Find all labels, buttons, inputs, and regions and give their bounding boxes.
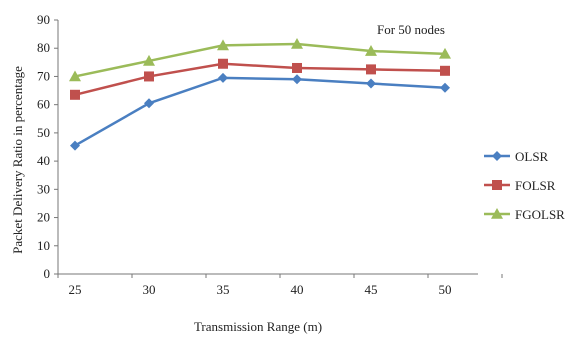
- chart-series: [69, 37, 451, 151]
- data-point-olsr: [440, 82, 450, 93]
- chart-axes: [57, 20, 478, 275]
- series-fgolsr: [69, 37, 451, 82]
- data-point-folsr: [366, 64, 376, 75]
- data-point-fgolsr: [291, 37, 303, 49]
- y-tick-label: 80: [37, 40, 50, 55]
- data-point-folsr: [144, 71, 154, 82]
- x-tick-label: 45: [365, 282, 378, 297]
- y-tick-label: 20: [37, 210, 50, 225]
- x-axis-label: Transmission Range (m): [194, 319, 322, 334]
- y-tick-label: 70: [37, 68, 50, 83]
- y-tick-label: 30: [37, 181, 50, 196]
- legend-label-fgolsr: FGOLSR: [515, 207, 565, 222]
- legend-label-folsr: FOLSR: [515, 178, 556, 193]
- y-tick-label: 40: [37, 153, 50, 168]
- data-point-folsr: [70, 89, 80, 100]
- data-point-olsr: [144, 98, 154, 109]
- legend-marker-folsr: [492, 180, 502, 190]
- data-point-fgolsr: [439, 47, 451, 59]
- legend-item-folsr: FOLSR: [484, 178, 556, 193]
- y-tick-label: 50: [37, 125, 50, 140]
- data-point-folsr: [292, 62, 302, 73]
- data-point-olsr: [292, 74, 302, 85]
- x-tick-label: 30: [143, 282, 156, 297]
- legend: OLSR FOLSR FGOLSR: [484, 149, 565, 222]
- legend-marker-olsr: [492, 151, 502, 161]
- data-point-folsr: [218, 58, 228, 69]
- series-folsr: [70, 58, 450, 100]
- y-tick-label: 60: [37, 97, 50, 112]
- series-line-folsr: [74, 62, 446, 97]
- y-axis-ticks: 0 10 20 30 40 50 60 70 80 90: [37, 12, 58, 281]
- y-tick-label: 10: [37, 238, 50, 253]
- legend-item-fgolsr: FGOLSR: [484, 207, 565, 222]
- legend-label-olsr: OLSR: [515, 149, 549, 164]
- series-line-olsr: [74, 76, 446, 147]
- x-tick-label: 25: [69, 282, 82, 297]
- data-point-folsr: [440, 65, 450, 76]
- x-tick-label: 35: [217, 282, 230, 297]
- x-axis-ticks: 25 30 35 40 45 50: [57, 274, 503, 297]
- data-point-olsr: [218, 72, 228, 83]
- y-tick-label: 90: [37, 12, 50, 27]
- x-tick-label: 50: [439, 282, 452, 297]
- data-point-fgolsr: [69, 70, 81, 82]
- legend-item-olsr: OLSR: [484, 149, 549, 164]
- series-line-fgolsr: [74, 42, 446, 78]
- data-point-olsr: [70, 140, 80, 151]
- data-point-olsr: [366, 78, 376, 89]
- data-point-fgolsr: [217, 39, 229, 51]
- y-axis-label: Packet Delivery Ratio in percentage: [10, 66, 25, 254]
- x-tick-label: 40: [291, 282, 304, 297]
- data-point-fgolsr: [143, 54, 155, 66]
- y-tick-label: 0: [44, 266, 51, 281]
- series-olsr: [70, 72, 450, 151]
- annotation-text: For 50 nodes: [377, 22, 445, 37]
- legend-marker-fgolsr: [491, 208, 503, 219]
- data-point-fgolsr: [365, 45, 377, 56]
